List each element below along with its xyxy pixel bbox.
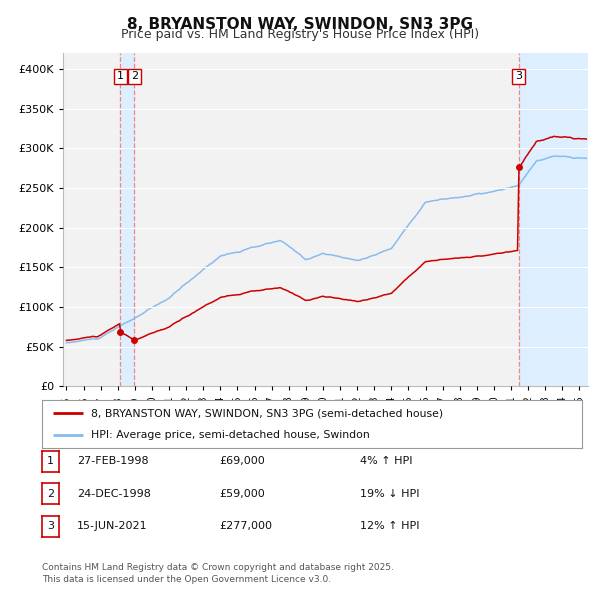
Text: £69,000: £69,000 xyxy=(219,457,265,466)
Text: 15-JUN-2021: 15-JUN-2021 xyxy=(77,522,148,531)
Text: 3: 3 xyxy=(515,71,522,81)
Text: 27-FEB-1998: 27-FEB-1998 xyxy=(77,457,148,466)
Text: HPI: Average price, semi-detached house, Swindon: HPI: Average price, semi-detached house,… xyxy=(91,430,370,440)
Text: 8, BRYANSTON WAY, SWINDON, SN3 3PG (semi-detached house): 8, BRYANSTON WAY, SWINDON, SN3 3PG (semi… xyxy=(91,408,443,418)
Text: £59,000: £59,000 xyxy=(219,489,265,499)
Text: Price paid vs. HM Land Registry's House Price Index (HPI): Price paid vs. HM Land Registry's House … xyxy=(121,28,479,41)
Text: 12% ↑ HPI: 12% ↑ HPI xyxy=(360,522,419,531)
Text: 8, BRYANSTON WAY, SWINDON, SN3 3PG: 8, BRYANSTON WAY, SWINDON, SN3 3PG xyxy=(127,17,473,31)
Text: 19% ↓ HPI: 19% ↓ HPI xyxy=(360,489,419,499)
Text: 1: 1 xyxy=(47,457,54,466)
Text: 24-DEC-1998: 24-DEC-1998 xyxy=(77,489,151,499)
Text: 3: 3 xyxy=(47,522,54,531)
Bar xyxy=(121,53,134,386)
Text: 4% ↑ HPI: 4% ↑ HPI xyxy=(360,457,413,466)
Text: 2: 2 xyxy=(47,489,54,499)
Text: Contains HM Land Registry data © Crown copyright and database right 2025.
This d: Contains HM Land Registry data © Crown c… xyxy=(42,563,394,584)
Text: £277,000: £277,000 xyxy=(219,522,272,531)
Text: 1: 1 xyxy=(117,71,124,81)
Text: 2: 2 xyxy=(131,71,138,81)
Bar xyxy=(519,53,588,386)
